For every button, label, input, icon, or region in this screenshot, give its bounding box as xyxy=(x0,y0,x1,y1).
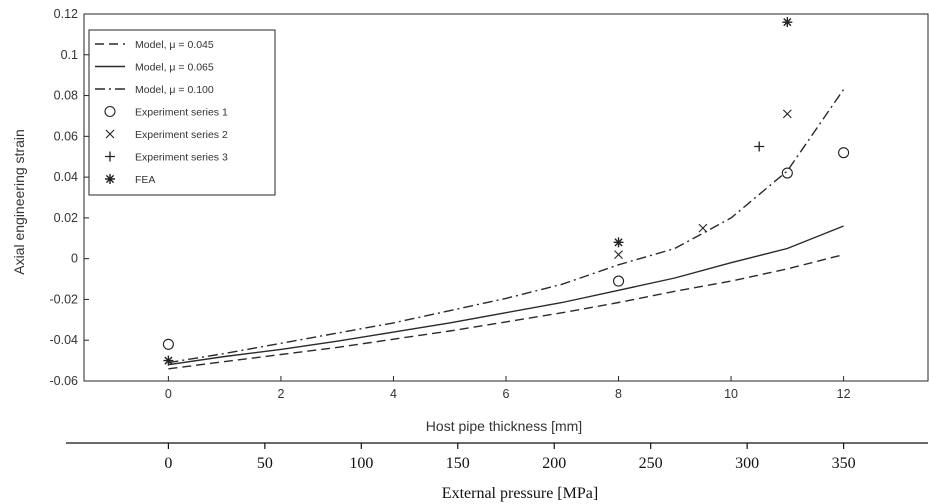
y-tick-label: 0.08 xyxy=(54,89,78,103)
x-tick-label: 2 xyxy=(277,387,284,401)
series-0-line xyxy=(168,253,844,370)
legend-label: Model, μ = 0.045 xyxy=(135,39,214,51)
x-tick-label: 12 xyxy=(837,387,851,401)
series-6-point xyxy=(163,355,174,366)
secondary-x-tick-label: 350 xyxy=(832,455,856,472)
x-axis-ticks: 0 2 4 6 8 10 12 xyxy=(165,376,851,401)
y-tick-label: 0.1 xyxy=(61,48,78,62)
series-1-line xyxy=(168,225,844,366)
secondary-x-axis-title: External pressure [MPa] xyxy=(442,485,598,502)
series-2 xyxy=(168,89,845,364)
legend-marker xyxy=(105,151,115,162)
series-6 xyxy=(163,17,793,366)
series-layer xyxy=(162,17,850,370)
legend-label: Experiment series 3 xyxy=(135,152,228,164)
secondary-x-tick-label: 250 xyxy=(639,455,663,472)
series-3-point xyxy=(838,147,850,159)
x-axis-title: Host pipe thickness [mm] xyxy=(426,418,582,434)
series-6-point xyxy=(782,17,793,28)
legend-marker xyxy=(105,174,115,184)
series-4-point xyxy=(698,223,708,233)
legend-item: Model, μ = 0.100 xyxy=(95,84,214,96)
legend-label: Model, μ = 0.100 xyxy=(135,84,214,96)
y-tick-label: 0.06 xyxy=(54,129,78,143)
series-4 xyxy=(614,109,792,259)
secondary-x-tick-label: 150 xyxy=(446,455,470,472)
secondary-x-tick-label: 200 xyxy=(542,455,566,472)
series-3-point xyxy=(162,338,174,350)
secondary-x-tick-label: 300 xyxy=(735,455,759,472)
legend-item: Model, μ = 0.045 xyxy=(95,39,214,51)
series-2-line xyxy=(168,89,845,364)
y-tick-label: 0.04 xyxy=(54,170,78,184)
series-4-point xyxy=(614,250,623,259)
series-6-point xyxy=(613,237,624,248)
secondary-x-tick-label: 0 xyxy=(164,455,172,472)
secondary-x-tick-label: 50 xyxy=(257,455,273,472)
legend-item: FEA xyxy=(105,174,155,186)
secondary-x-axis-ticks: 0 50 100 150 200 250 300 350 xyxy=(164,443,856,472)
y-tick-label: 0 xyxy=(71,252,78,266)
y-tick-label: 0.02 xyxy=(54,211,78,225)
y-tick-label: 0.12 xyxy=(54,7,78,21)
legend-marker xyxy=(104,105,116,118)
series-4-point xyxy=(782,109,792,119)
x-tick-label: 0 xyxy=(165,387,172,401)
legend-marker xyxy=(105,129,115,139)
y-tick-label: -0.02 xyxy=(50,292,79,306)
x-tick-label: 6 xyxy=(503,387,510,401)
legend-item: Experiment series 2 xyxy=(105,129,228,141)
series-5-point xyxy=(754,141,765,152)
x-tick-label: 10 xyxy=(724,387,738,401)
x-tick-label: 8 xyxy=(615,387,622,401)
series-5 xyxy=(754,141,765,152)
x-tick-label: 4 xyxy=(390,387,397,401)
legend: Model, μ = 0.045 Model, μ = 0.065 Model, μ… xyxy=(88,29,276,196)
series-3-point xyxy=(612,275,625,287)
y-axis-title: Axial engineering strain xyxy=(11,129,27,275)
legend-item: Experiment series 3 xyxy=(105,151,228,164)
series-1 xyxy=(168,225,844,366)
y-tick-label: -0.06 xyxy=(50,374,79,388)
secondary-x-tick-label: 100 xyxy=(349,455,373,472)
y-tick-label: -0.04 xyxy=(50,333,79,347)
legend-box xyxy=(88,29,276,196)
series-0 xyxy=(168,253,844,370)
legend-item: Model, μ = 0.065 xyxy=(95,62,214,74)
legend-label: Experiment series 2 xyxy=(135,129,228,141)
legend-label: FEA xyxy=(135,174,155,186)
legend-item: Experiment series 1 xyxy=(104,105,228,119)
legend-label: Model, μ = 0.065 xyxy=(135,62,214,74)
series-3 xyxy=(162,147,850,350)
legend-label: Experiment series 1 xyxy=(135,107,228,119)
y-axis-ticks: -0.06 -0.04 -0.02 0 0.02 0.04 0.06 0.08 0.1 0.12 xyxy=(50,7,89,388)
series-3-point xyxy=(781,167,793,179)
